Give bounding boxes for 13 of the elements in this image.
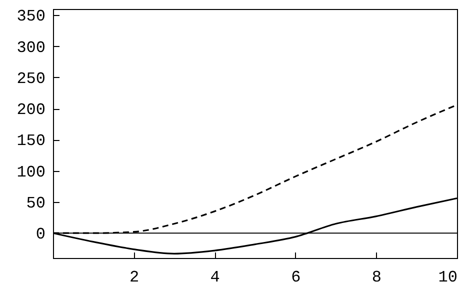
- x-tick-label: 8: [372, 268, 382, 286]
- x-tick-label: 4: [210, 268, 220, 286]
- x-tick-label: 6: [291, 268, 301, 286]
- y-tick-label: 200: [16, 101, 46, 120]
- y-tick-label: 100: [16, 163, 46, 182]
- x-tick-label: 10: [438, 268, 458, 286]
- y-tick-label: 50: [26, 194, 46, 212]
- y-tick-label: 150: [16, 132, 46, 150]
- x-tick-label: 2: [129, 268, 140, 286]
- y-tick-label: 350: [16, 8, 46, 26]
- y-tick-label: 250: [16, 70, 46, 88]
- y-tick-label: 0: [36, 226, 46, 244]
- y-tick-label: 300: [16, 38, 46, 57]
